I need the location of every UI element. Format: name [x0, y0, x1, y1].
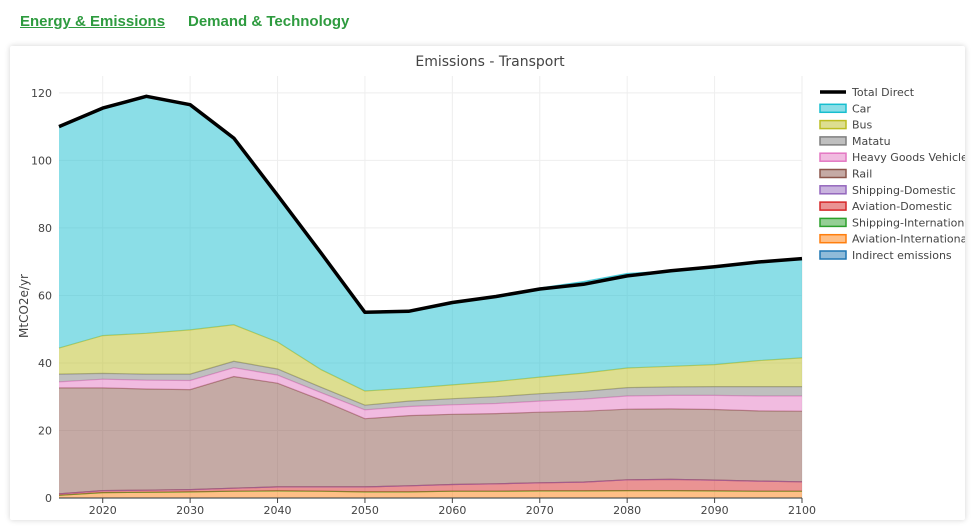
legend-label: Total Direct [851, 86, 915, 99]
area-aviation-domestic [59, 479, 802, 496]
area-rail [59, 376, 802, 494]
y-tick-label: 80 [38, 222, 52, 235]
area-car [59, 96, 802, 392]
line-bus [58, 324, 803, 392]
legend-label: Heavy Goods Vehicles [852, 151, 965, 164]
y-tick-label: 100 [31, 154, 52, 167]
legend-label: Bus [852, 119, 873, 132]
x-tick-label: 2040 [264, 504, 292, 517]
chart-card: Emissions - Transport MtCO2e/yr 0 20 40 60 8… [10, 46, 973, 520]
legend-item-aviation-domestic: Aviation-Domestic [819, 200, 952, 213]
legend-item-car: Car [819, 102, 871, 115]
emissions-chart: Emissions - Transport MtCO2e/yr 02040608… [17, 54, 973, 517]
legend-label: Aviation-International [852, 233, 965, 246]
tab-bar: Energy & Emissions Demand & Technology [0, 0, 973, 46]
legend-item-heavy-goods-vehicles: Heavy Goods Vehicles [819, 151, 973, 164]
legend-item-rail: Rail [819, 168, 872, 181]
legend-label: Matatu [852, 135, 891, 148]
legend-item-matatu: Matatu [819, 135, 891, 148]
legend-item-bus: Bus [819, 119, 873, 132]
x-tick-label: 2080 [613, 504, 641, 517]
legend-swatch [819, 201, 847, 211]
total-direct-line [58, 94, 803, 315]
legend-item-aviation-international: Aviation-International [819, 233, 970, 246]
legend-swatch [819, 152, 847, 162]
x-tick-label: 2060 [438, 504, 466, 517]
x-tick-label: 2050 [351, 504, 379, 517]
legend-swatch [819, 136, 847, 146]
y-axis-label: MtCO2e/yr [17, 274, 31, 338]
legend-swatch [819, 103, 847, 114]
legend-label: Rail [852, 168, 872, 181]
legend-swatch [819, 250, 847, 260]
legend-item-shipping-international: Shipping-International [819, 216, 973, 229]
legend-swatch [819, 168, 847, 179]
legend-label: Indirect emissions [852, 249, 952, 262]
legend: Total Direct Car Bus Matatu Heavy Goods Vehi… [819, 86, 973, 262]
x-tick-label: 2070 [526, 504, 554, 517]
total-line-group [58, 94, 803, 315]
legend-label: Shipping-International [852, 216, 965, 229]
tab-demand-technology[interactable]: Demand & Technology [188, 13, 350, 30]
legend-item-indirect-emissions: Indirect emissions [819, 249, 952, 262]
legend-label: Shipping-Domestic [852, 184, 956, 197]
y-tick-label: 120 [31, 87, 52, 100]
legend-label: Aviation-Domestic [852, 200, 952, 213]
legend-swatch [819, 119, 847, 130]
x-tick-label: 2100 [788, 504, 816, 517]
legend-swatch [819, 217, 847, 228]
y-tick-label: 0 [45, 492, 52, 505]
legend-item-total-direct: Total Direct [820, 86, 915, 99]
y-tick-label: 20 [38, 424, 52, 437]
legend-item-shipping-domestic: Shipping-Domestic [819, 184, 956, 197]
legend-label: Car [852, 102, 871, 115]
area-heavy-goods-vehicles [59, 367, 802, 419]
y-tick-label: 60 [38, 289, 52, 302]
y-tick-label: 40 [38, 357, 52, 370]
stacked-areas [58, 95, 803, 499]
tab-energy-emissions[interactable]: Energy & Emissions [20, 13, 166, 30]
x-tick-label: 2030 [176, 504, 204, 517]
x-tick-label: 2020 [89, 504, 117, 517]
legend-swatch [819, 233, 847, 244]
area-bus [59, 324, 802, 406]
area-aviation-international [59, 490, 802, 498]
x-tick-label: 2090 [701, 504, 729, 517]
legend-swatch [819, 185, 847, 195]
chart-title: Emissions - Transport [415, 54, 565, 70]
